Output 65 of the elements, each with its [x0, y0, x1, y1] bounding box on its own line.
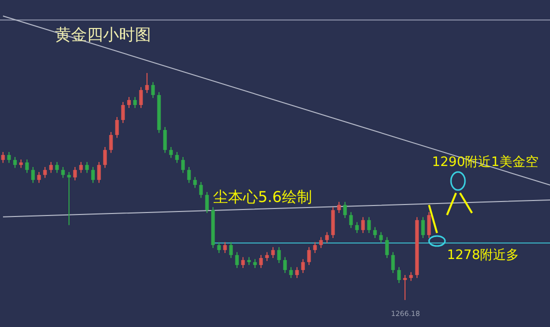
candlestick	[301, 258, 305, 274]
candlestick	[37, 171, 41, 184]
candlestick	[103, 146, 107, 168]
candlestick	[403, 274, 407, 300]
candlestick	[187, 166, 191, 184]
candlestick	[235, 252, 239, 268]
candlestick	[1, 151, 5, 164]
candlestick	[277, 246, 281, 264]
annotation: 尘本心5.6绘制	[213, 188, 312, 206]
candlestick	[385, 236, 389, 259]
candlestick	[55, 161, 59, 174]
candlestick	[367, 216, 371, 234]
candlestick	[139, 86, 143, 108]
candlestick	[85, 161, 89, 174]
candlestick	[307, 246, 311, 266]
candlestick	[319, 236, 323, 249]
candlestick	[343, 201, 347, 219]
candlestick	[13, 156, 17, 168]
candlestick	[97, 161, 101, 184]
candlestick	[223, 242, 227, 254]
candlestick	[121, 102, 125, 124]
candlestick	[205, 191, 209, 214]
candlestick	[271, 246, 275, 259]
candlestick	[7, 151, 11, 164]
candlestick	[145, 72, 149, 94]
candlestick	[361, 216, 365, 234]
candlestick	[25, 158, 29, 174]
candlestick	[133, 96, 137, 108]
candlestick	[61, 166, 65, 178]
candlestick	[355, 222, 359, 234]
candlestick	[421, 216, 425, 239]
candlestick	[259, 254, 263, 268]
candlestick	[373, 226, 377, 239]
candlestick	[151, 82, 155, 98]
candlestick	[427, 212, 431, 239]
candlestick	[127, 96, 131, 108]
candlestick	[241, 256, 245, 268]
candlestick	[67, 171, 71, 226]
candlestick	[109, 132, 113, 154]
candlestick	[181, 156, 185, 174]
candlestick	[31, 166, 35, 184]
candlestick	[73, 166, 77, 181]
candlestick	[295, 266, 299, 278]
candlestick	[169, 146, 173, 158]
annotation: 1278附近多	[447, 248, 520, 264]
candlestick	[229, 242, 233, 259]
candlestick	[289, 266, 293, 278]
candlestick	[91, 166, 95, 184]
candlestick	[175, 151, 179, 164]
candlestick	[115, 116, 119, 138]
candlestick	[397, 266, 401, 284]
candlestick	[217, 242, 221, 254]
candlestick	[313, 242, 317, 254]
candlestick	[79, 161, 83, 174]
candlestick	[283, 256, 287, 274]
candlestick	[199, 181, 203, 198]
candlestick	[337, 201, 341, 214]
candlestick	[325, 232, 329, 244]
candlestick	[391, 252, 395, 274]
candlestick	[193, 176, 197, 188]
candlestick	[49, 161, 53, 174]
candlestick	[163, 126, 167, 154]
candlestick	[349, 212, 353, 229]
candlestick	[43, 166, 47, 178]
candlestick	[379, 232, 383, 244]
